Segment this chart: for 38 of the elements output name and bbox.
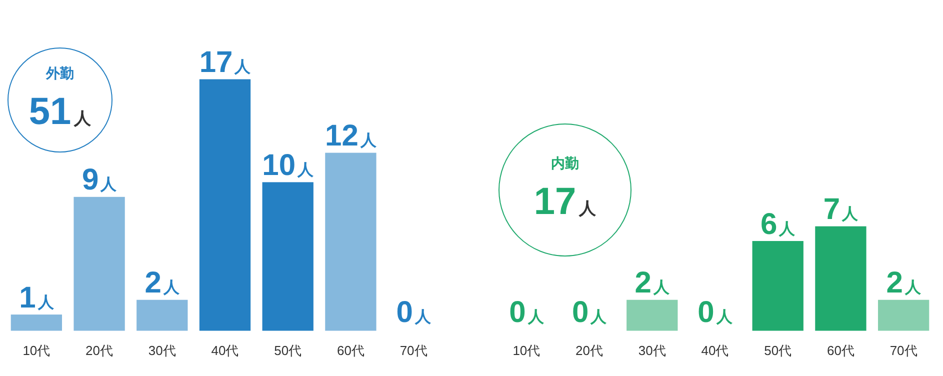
x-tick-label: 30代	[638, 343, 666, 358]
data-label: 9人	[82, 164, 118, 197]
chart-title: 外勤	[45, 65, 74, 81]
data-label: 1人	[19, 281, 55, 314]
x-tick-label: 60代	[336, 343, 364, 358]
x-tick-label: 70代	[890, 343, 918, 358]
bar	[74, 196, 125, 331]
chart-subtitle: 51人	[28, 91, 92, 133]
data-label: 0人	[509, 296, 545, 329]
bar	[325, 152, 376, 331]
bar	[199, 79, 251, 331]
data-label: 2人	[634, 266, 670, 300]
x-tick-label: 30代	[148, 343, 176, 358]
x-tick-label: 40代	[701, 343, 729, 358]
data-label: 12人	[325, 120, 378, 153]
x-tick-label: 20代	[576, 343, 604, 358]
chart-subtitle: 17人	[534, 181, 598, 223]
x-tick-label: 50代	[764, 343, 792, 358]
x-tick-label: 50代	[274, 343, 302, 358]
data-label: 2人	[144, 266, 180, 300]
data-label: 0人	[698, 296, 734, 329]
bar	[10, 314, 62, 331]
data-label: 10人	[262, 148, 315, 182]
data-label: 2人	[886, 266, 922, 300]
data-label: 6人	[760, 208, 796, 241]
x-tick-label: 40代	[211, 343, 239, 358]
bar	[136, 300, 188, 331]
data-label: 0人	[572, 296, 608, 329]
data-label: 0人	[396, 296, 432, 329]
data-label: 17人	[199, 46, 252, 79]
x-tick-label: 20代	[86, 343, 114, 358]
x-tick-label: 10代	[22, 343, 50, 358]
x-tick-label: 10代	[512, 343, 540, 358]
x-tick-label: 60代	[826, 343, 854, 358]
bar	[262, 182, 314, 331]
chart-title: 内勤	[551, 155, 579, 171]
data-label: 7人	[823, 193, 860, 226]
x-tick-label: 70代	[400, 343, 428, 358]
